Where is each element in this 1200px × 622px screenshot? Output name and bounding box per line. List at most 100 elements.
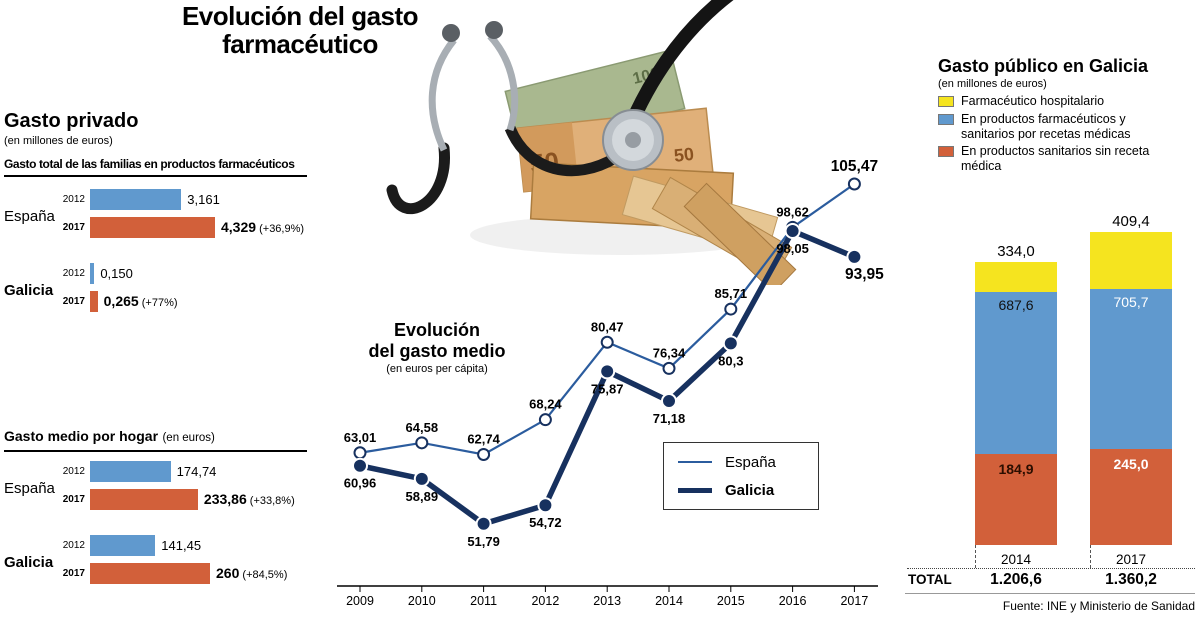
españa-value-label: 62,74	[467, 431, 500, 446]
bar-rows: 2012 3,161 2017 4,329 (+36,9%)	[60, 188, 326, 244]
public-spend-legend: Farmacéutico hospitalario En productos f…	[938, 94, 1173, 174]
españa-value-label: 76,34	[653, 345, 686, 360]
orange-swatch	[938, 146, 954, 158]
photo-stethoscope-money: 100 50 50 50	[386, 0, 797, 285]
españa-point	[415, 436, 429, 450]
private-spend-title: Gasto privado	[4, 110, 139, 132]
year-label: 2012	[62, 193, 85, 205]
value-label: 4,329 (+36,9%)	[221, 219, 305, 235]
bar-row: 2017 4,329 (+36,9%)	[60, 216, 326, 238]
value-label: 260 (+84,5%)	[216, 565, 288, 581]
bar-row: 2017 0,265 (+77%)	[60, 290, 326, 312]
value-label: 174,74	[176, 463, 217, 479]
galicia-point	[661, 393, 677, 410]
year-label: 2017	[62, 567, 85, 579]
x-tick-label: 2012	[531, 594, 559, 608]
value-label: 233,86 (+33,8%)	[203, 491, 295, 507]
galicia-value-label: 71,18	[653, 411, 686, 426]
legend-label-espana: España	[725, 453, 776, 471]
value-label: 3,161	[187, 191, 220, 207]
yellow-swatch	[938, 96, 954, 107]
bill-50-text: 50	[673, 144, 695, 166]
galicia-value-label: 58,89	[406, 489, 439, 504]
main-title: Evolución del gasto farmacéutico	[181, 1, 419, 60]
blue-bar	[90, 534, 156, 556]
bar-row: 2012 0,150	[60, 262, 326, 284]
españa-value-label: 64,58	[406, 420, 439, 435]
bar-row: 2017 233,86 (+33,8%)	[60, 488, 326, 510]
stethoscope-earpiece	[442, 24, 460, 42]
year-label: 2017	[62, 295, 85, 307]
orange-segment	[975, 454, 1057, 545]
line-chart-title-line2: del gasto medio	[368, 340, 506, 361]
dashed-guide	[975, 545, 976, 568]
blue-swatch	[938, 113, 954, 125]
galicia-line-sample	[678, 487, 712, 493]
bar-row: 2012 141,45	[60, 534, 326, 556]
chart2-heading-text: Gasto medio por hogar	[4, 428, 159, 444]
españa-point	[477, 447, 491, 461]
galicia-point	[413, 470, 430, 487]
year-label: 2012	[62, 539, 85, 551]
yellow-segment	[975, 262, 1057, 292]
legend-item-hospitalario: Farmacéutico hospitalario	[938, 94, 1173, 109]
españa-value-label: 80,47	[591, 319, 624, 334]
public-spend-subtitle: (en millones de euros)	[938, 78, 1047, 90]
value-label: 0,150	[100, 265, 133, 281]
espana-line-sample	[678, 461, 712, 463]
total-separator	[907, 568, 1195, 569]
galicia-value-label: 75,87	[591, 381, 624, 396]
legend-label: Farmacéutico hospitalario	[961, 94, 1105, 108]
public-spend-title: Gasto público en Galicia	[938, 56, 1149, 76]
year-label: 2012	[62, 267, 85, 279]
españa-point	[847, 177, 861, 191]
x-tick-label: 2011	[470, 594, 497, 608]
galicia-value-label: 54,72	[529, 515, 562, 530]
x-tick-label: 2009	[346, 594, 374, 608]
galicia-point	[846, 248, 863, 265]
orange-segment	[1090, 449, 1172, 545]
category-label: 2014	[1000, 552, 1032, 567]
delta-label: (+77%)	[138, 297, 178, 309]
category-label: 2017	[1115, 552, 1147, 567]
galicia-point	[599, 363, 616, 380]
delta-label: (+84,5%)	[239, 569, 288, 581]
yellow-value-label: 409,4	[1112, 213, 1150, 230]
yellow-value-label: 334,0	[997, 243, 1035, 260]
chart2-heading-note: (en euros)	[162, 432, 215, 444]
delta-label: (+33,8%)	[246, 495, 295, 507]
group-label: España	[4, 479, 55, 497]
total-value: 1.206,6	[990, 571, 1042, 588]
blue-bar	[90, 188, 182, 210]
blue-value-label: 705,7	[1113, 294, 1149, 310]
x-tick-label: 2010	[408, 594, 436, 608]
españa-point	[662, 361, 676, 375]
españa-value-label: 68,24	[529, 397, 562, 412]
chart1-heading: Gasto total de las familias en productos…	[4, 157, 307, 177]
blue-segment	[1090, 289, 1172, 449]
legend-item-recetas: En productos farmacéuticos y sanitarios …	[938, 112, 1173, 142]
total-value: 1.360,2	[1105, 571, 1157, 588]
year-label: 2012	[62, 465, 85, 477]
bar-row: 2012 174,74	[60, 460, 326, 482]
stethoscope-metal-tube	[487, 33, 519, 132]
total-label: TOTAL	[908, 572, 952, 587]
chart-gasto-publico-galicia: 334,0 687,6 184,9 2014 1.206,6 409,4 705,7 245,…	[905, 200, 1200, 612]
legend-label: En productos farmacéuticos y sanitarios …	[961, 111, 1131, 141]
delta-label: (+36,9%)	[256, 223, 305, 235]
galicia-value-label: 60,96	[344, 476, 377, 491]
orange-bar	[90, 562, 210, 584]
line-chart: 2009 2010 2011 2012 2013 2014 2015 2016 2017 63,0…	[337, 158, 884, 608]
line-chart-subtitle: (en euros per cápita)	[386, 363, 488, 376]
españa-point	[538, 413, 552, 427]
orange-bar	[90, 488, 198, 510]
galicia-point	[784, 222, 801, 239]
year-label: 2017	[62, 221, 85, 233]
españa-value-label: 98,62	[776, 204, 809, 219]
value-label: 141,45	[161, 537, 202, 553]
españa-point	[724, 302, 738, 316]
legend-label-galicia: Galicia	[725, 481, 775, 499]
bar-rows: 2012 0,150 2017 0,265 (+77%)	[60, 262, 326, 318]
x-tick-label: 2014	[655, 594, 683, 608]
legend-item-galicia: Galicia	[678, 482, 804, 499]
